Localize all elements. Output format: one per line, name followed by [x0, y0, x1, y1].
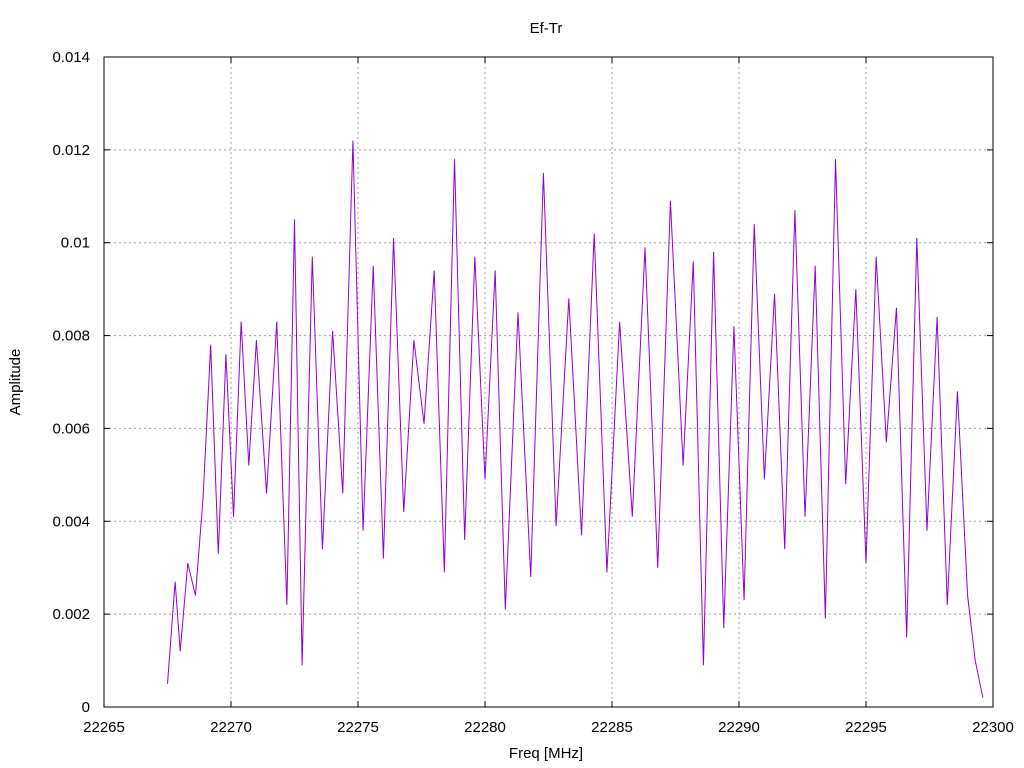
- x-tick-label: 22270: [210, 719, 252, 736]
- x-tick-label: 22285: [591, 719, 633, 736]
- plot-frame: [103, 56, 994, 708]
- x-tick-labels: 22265 22270 22275 22280 22285 22290 22295 22300: [83, 719, 1014, 736]
- y-tick-labels: 0 0.002 0.004 0.006 0.008 0.01 0.012 0.014: [52, 49, 90, 716]
- y-tick-label: 0.008: [52, 328, 90, 345]
- x-tick-label: 22290: [718, 719, 760, 736]
- x-axis-label: Freq [MHz]: [509, 745, 583, 762]
- y-tick-label: 0.006: [52, 420, 90, 437]
- y-tick-label: 0.012: [52, 142, 90, 159]
- y-tick-label: 0.004: [52, 513, 90, 530]
- x-tick-label: 22300: [972, 719, 1014, 736]
- x-tick-label: 22280: [464, 719, 506, 736]
- grid-lines: [104, 57, 993, 707]
- chart-title: Ef-Tr: [530, 20, 563, 37]
- y-tick-label: 0.002: [52, 606, 90, 623]
- y-tick-label: 0.014: [52, 49, 90, 66]
- x-tick-label: 22295: [845, 719, 887, 736]
- y-tick-label: 0.01: [61, 235, 90, 252]
- y-axis-label: Amplitude: [7, 349, 24, 416]
- series-group: [167, 140, 984, 698]
- series-line: [167, 140, 984, 698]
- y-tick-label: 0: [82, 699, 90, 716]
- x-tick-label: 22265: [83, 719, 125, 736]
- x-tick-label: 22275: [337, 719, 379, 736]
